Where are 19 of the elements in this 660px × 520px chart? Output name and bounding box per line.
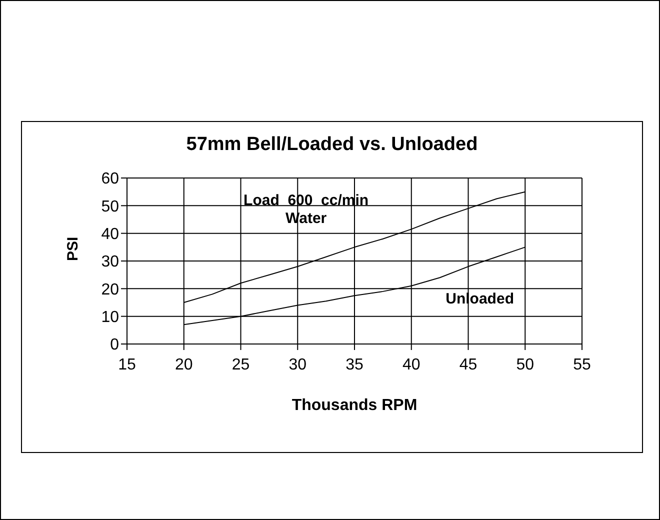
x-tick-label: 15 [118,356,136,374]
x-tick-label: 35 [346,356,364,374]
x-axis-title: Thousands RPM [292,397,418,414]
x-tick-label: 45 [459,356,478,374]
y-tick-label: 50 [101,198,120,216]
x-tick-label: 30 [288,356,307,374]
x-tick-label: 20 [174,356,193,374]
chart-title: 57mm Bell/Loaded vs. Unloaded [185,134,479,156]
x-tick-label: 25 [232,356,250,374]
x-tick-label: 55 [573,356,591,374]
y-tick-label: 20 [101,281,120,298]
y-tick-label: 10 [101,309,120,326]
x-tick-label: 40 [402,356,420,374]
y-tick-label: 30 [101,254,120,271]
y-tick-label: 60 [101,170,120,188]
y-tick-label: 0 [110,336,120,354]
y-tick-label: 40 [101,226,120,244]
x-tick-label: 50 [516,356,534,374]
y-axis-title: PSI [64,236,82,261]
